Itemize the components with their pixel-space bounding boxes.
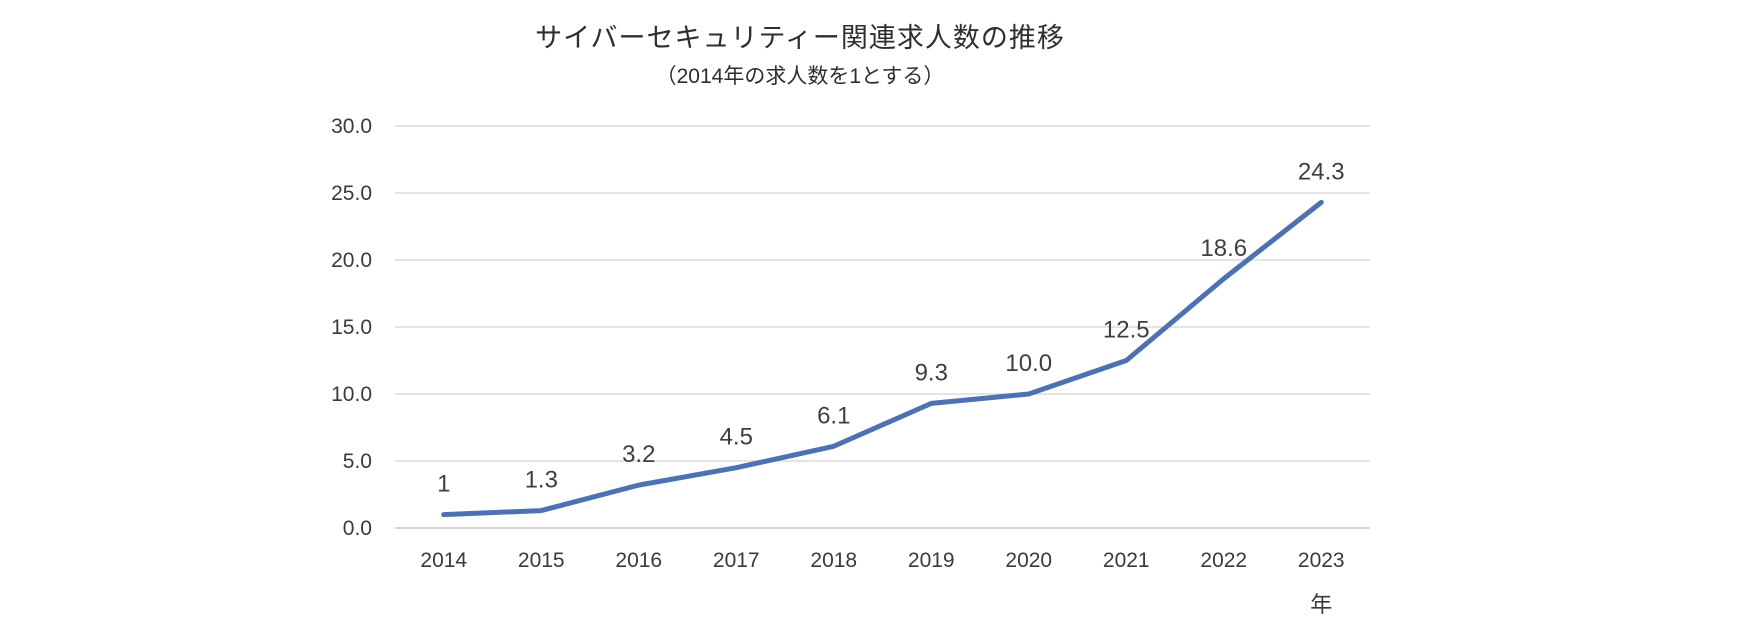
chart-subtitle: （2014年の求人数を1とする） bbox=[655, 65, 945, 88]
x-axis-tick-label: 2022 bbox=[1200, 549, 1247, 572]
x-axis-tick-label: 2014 bbox=[420, 549, 467, 572]
x-axis-tick-label: 2020 bbox=[1005, 549, 1052, 572]
data-label: 6.1 bbox=[817, 402, 850, 429]
x-axis-tick-label: 2018 bbox=[810, 549, 857, 572]
x-axis-tick-label: 2016 bbox=[615, 549, 662, 572]
data-label: 1.3 bbox=[525, 467, 558, 494]
data-label: 3.2 bbox=[622, 441, 655, 468]
x-axis-tick-label: 2015 bbox=[518, 549, 565, 572]
x-axis-tick-label: 2023 bbox=[1298, 549, 1345, 572]
y-axis-tick-label: 5.0 bbox=[343, 450, 372, 473]
chart-title: サイバーセキュリティー関連求人数の推移 bbox=[535, 23, 1065, 53]
data-label: 4.5 bbox=[720, 424, 753, 451]
y-axis-tick-label: 30.0 bbox=[331, 115, 372, 138]
data-label: 1 bbox=[437, 471, 450, 498]
x-axis-tick-label: 2021 bbox=[1103, 549, 1150, 572]
data-label: 10.0 bbox=[1005, 350, 1052, 377]
y-axis-tick-label: 0.0 bbox=[343, 517, 372, 540]
x-axis-tick-label: 2017 bbox=[713, 549, 760, 572]
data-label: 24.3 bbox=[1298, 158, 1345, 185]
y-axis-tick-label: 15.0 bbox=[331, 316, 372, 339]
data-label: 12.5 bbox=[1103, 317, 1150, 344]
data-label: 9.3 bbox=[915, 359, 948, 386]
series-line bbox=[441, 199, 1324, 518]
y-axis-tick-label: 20.0 bbox=[331, 249, 372, 272]
y-axis-tick-label: 10.0 bbox=[331, 383, 372, 406]
line-chart-svg: 0.0 5.0 10.0 15.0 20.0 25.0 30.0 2014 2015 2016 20… bbox=[331, 115, 1370, 617]
x-axis-unit-label: 年 bbox=[1310, 592, 1332, 617]
x-axis-tick-label: 2019 bbox=[908, 549, 955, 572]
data-label: 18.6 bbox=[1200, 235, 1247, 262]
y-axis-tick-label: 25.0 bbox=[331, 182, 372, 205]
